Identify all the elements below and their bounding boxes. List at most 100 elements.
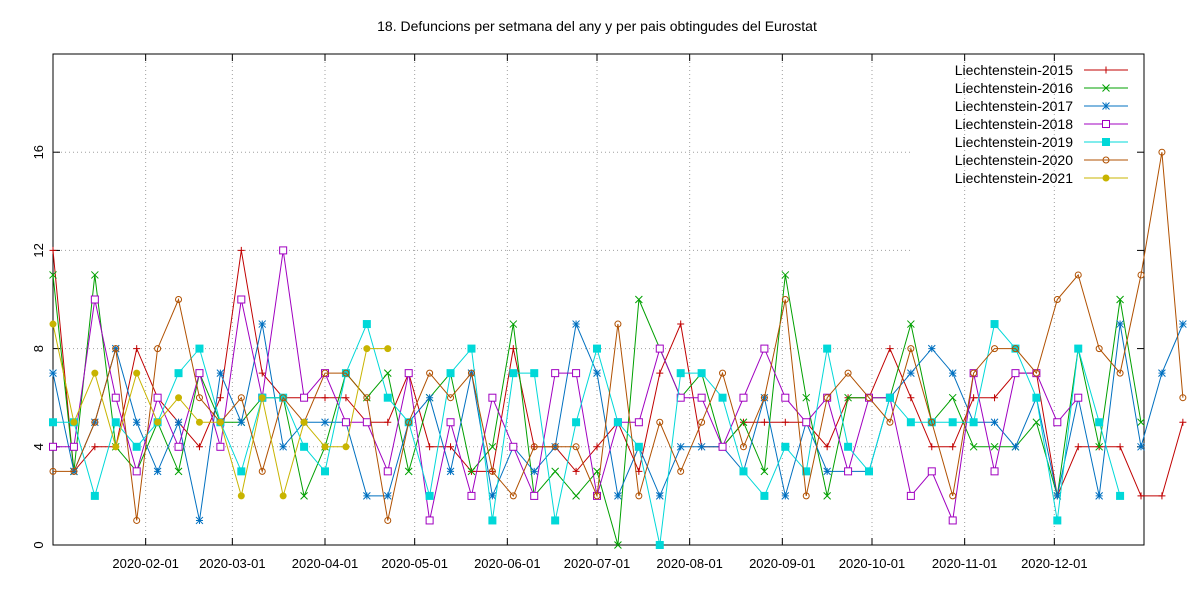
data-point xyxy=(133,369,141,377)
legend-entry: Liechtenstein-2018 xyxy=(955,116,1128,132)
data-point xyxy=(383,369,392,378)
data-point xyxy=(635,467,643,475)
data-point xyxy=(781,418,789,426)
data-point xyxy=(1137,418,1145,427)
data-point xyxy=(342,443,350,451)
data-point xyxy=(258,369,266,377)
data-point xyxy=(49,320,57,328)
grid xyxy=(53,54,1055,545)
data-point xyxy=(321,394,329,402)
x-tick-label: 2020-12-01 xyxy=(1021,556,1088,571)
data-point xyxy=(739,467,748,476)
data-point xyxy=(802,492,810,500)
data-point xyxy=(1095,442,1104,451)
data-point xyxy=(1116,369,1124,377)
data-point xyxy=(237,394,245,402)
data-point xyxy=(572,467,580,475)
data-point xyxy=(1158,492,1166,500)
data-point xyxy=(760,491,769,500)
data-point xyxy=(781,271,790,279)
x-tick-label: 2020-02-01 xyxy=(112,556,179,571)
data-point xyxy=(572,369,581,378)
data-point xyxy=(321,418,329,427)
data-point xyxy=(195,344,204,353)
data-point xyxy=(279,492,287,500)
data-point xyxy=(970,394,978,402)
legend-label: Liechtenstein-2019 xyxy=(955,134,1074,150)
data-point xyxy=(49,271,57,279)
data-point xyxy=(1116,320,1124,328)
data-point xyxy=(300,393,309,402)
data-point xyxy=(823,443,831,451)
data-point xyxy=(1074,344,1083,353)
data-point xyxy=(885,393,894,402)
data-point xyxy=(425,516,434,525)
data-point xyxy=(1074,443,1082,451)
legend-label: Liechtenstein-2021 xyxy=(955,170,1074,186)
data-point xyxy=(341,418,350,427)
data-point xyxy=(174,369,183,378)
data-point xyxy=(90,271,99,279)
data-point xyxy=(237,418,246,427)
data-point xyxy=(362,418,371,427)
data-point xyxy=(802,393,811,402)
data-point xyxy=(383,492,392,500)
data-point xyxy=(949,492,957,500)
data-point xyxy=(300,492,308,500)
data-point xyxy=(342,369,350,377)
legend-label: Liechtenstein-2015 xyxy=(955,62,1074,78)
data-point xyxy=(362,320,371,329)
data-point xyxy=(676,393,685,402)
data-point xyxy=(1011,442,1020,451)
data-point xyxy=(446,369,455,378)
data-point xyxy=(928,418,936,426)
series-layer xyxy=(49,148,1187,549)
data-point xyxy=(174,467,183,476)
data-point xyxy=(488,492,497,500)
data-point xyxy=(927,467,936,476)
data-point xyxy=(237,295,246,304)
data-point xyxy=(1053,516,1062,525)
data-point xyxy=(1179,320,1187,328)
data-point xyxy=(1095,492,1104,500)
data-point xyxy=(1179,418,1187,426)
data-point xyxy=(49,418,57,427)
data-point xyxy=(258,467,266,475)
data-point xyxy=(279,394,287,402)
data-point xyxy=(948,516,957,525)
data-point xyxy=(195,418,203,426)
data-point xyxy=(781,442,790,451)
series-Liechtenstein-2020 xyxy=(49,148,1187,524)
data-point xyxy=(133,345,141,353)
data-point xyxy=(656,369,664,377)
data-point xyxy=(447,394,455,402)
data-point xyxy=(384,516,392,524)
data-point xyxy=(300,442,309,451)
data-point xyxy=(69,442,78,451)
data-point xyxy=(509,492,517,500)
series-line xyxy=(52,274,1142,546)
data-point xyxy=(90,295,99,304)
data-point xyxy=(823,492,832,500)
data-point xyxy=(509,369,518,378)
data-point xyxy=(216,369,225,378)
data-point xyxy=(802,418,811,427)
legend-entry: Liechtenstein-2019 xyxy=(955,134,1128,150)
data-point xyxy=(112,345,120,353)
data-point xyxy=(446,467,455,476)
data-point xyxy=(572,418,581,427)
data-point xyxy=(488,516,497,525)
legend-marker xyxy=(1102,120,1110,128)
data-point xyxy=(739,393,748,402)
data-point xyxy=(1095,345,1103,353)
data-point xyxy=(112,443,120,451)
data-point xyxy=(321,369,329,377)
data-point xyxy=(551,516,560,525)
data-point xyxy=(760,394,768,402)
data-point xyxy=(655,541,664,549)
data-point xyxy=(216,418,224,426)
data-point xyxy=(384,345,392,353)
x-tick-label: 2020-05-01 xyxy=(381,556,448,571)
data-point xyxy=(928,443,936,451)
legend-entry: Liechtenstein-2015 xyxy=(955,62,1128,78)
